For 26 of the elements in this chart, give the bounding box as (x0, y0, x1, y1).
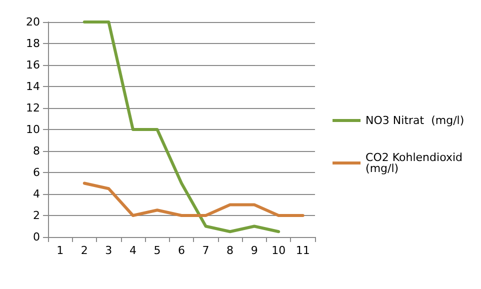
y-tick-label: 0 (33, 230, 40, 244)
line-series (82, 20, 280, 234)
x-tick-label: 6 (178, 244, 185, 257)
x-tick-label: 10 (272, 244, 286, 257)
x-tick-label: 1 (56, 244, 64, 257)
y-tick-label: 20 (26, 16, 40, 28)
line-series (82, 182, 304, 217)
y-tick-label: 4 (33, 188, 40, 200)
y-tick-label: 12 (26, 102, 40, 114)
y-tick-label: 8 (33, 144, 40, 158)
y-tick-label: 2 (33, 209, 40, 222)
y-tick-label: 14 (26, 80, 40, 93)
x-tick-label: 4 (129, 244, 136, 257)
x-tick-label: 11 (296, 244, 310, 257)
y-tick-label: 16 (26, 58, 40, 72)
x-tick-label: 7 (202, 244, 210, 257)
x-tick-label: 2 (80, 244, 88, 257)
legend-label: CO2 Kohlendioxid (mg/l) (366, 151, 466, 175)
legend-label: NO3 Nitrat (mg/l) (366, 114, 464, 127)
y-tick-label: 10 (26, 123, 40, 136)
x-tick-label: 9 (250, 244, 258, 257)
x-tick-label: 8 (226, 244, 234, 257)
y-tick-label: 18 (26, 37, 40, 50)
x-tick-label: 5 (154, 244, 161, 257)
x-tick-label: 3 (105, 244, 112, 257)
y-tick-label: 6 (33, 166, 40, 179)
